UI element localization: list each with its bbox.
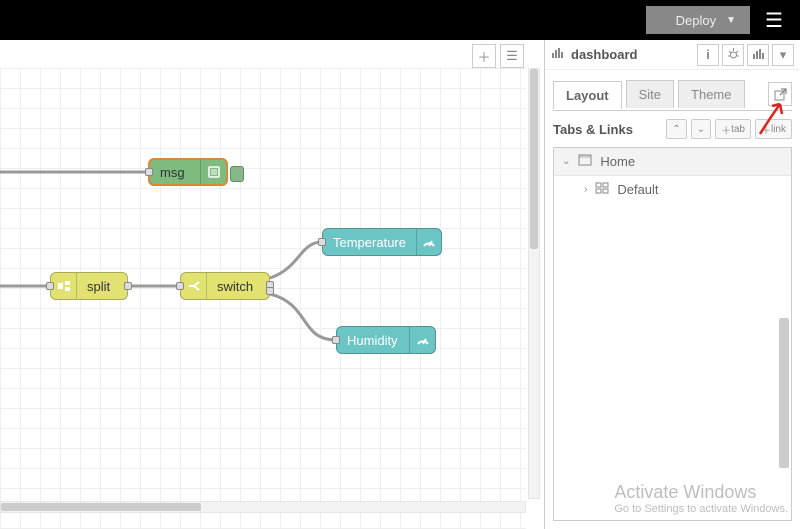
tree-label: Default bbox=[617, 182, 658, 197]
split-icon bbox=[51, 273, 77, 299]
panel-scrollbar[interactable] bbox=[779, 318, 789, 468]
sidebar-title-text: dashboard bbox=[571, 47, 637, 62]
tabs-links-label: Tabs & Links bbox=[553, 122, 662, 137]
node-input-port[interactable] bbox=[46, 282, 54, 290]
node-input-port[interactable] bbox=[332, 336, 340, 344]
workspace-wrapper: ＋ ☰ msg split bbox=[0, 40, 544, 529]
collapse-all-button[interactable]: ⌄ bbox=[691, 119, 711, 139]
dashboard-panel-button[interactable] bbox=[747, 44, 769, 66]
tab-icon bbox=[578, 154, 592, 169]
debug-icon bbox=[200, 160, 226, 184]
node-label: Humidity bbox=[337, 333, 409, 348]
gauge-icon bbox=[416, 229, 441, 255]
debug-panel-button[interactable] bbox=[722, 44, 744, 66]
node-input-port[interactable] bbox=[145, 168, 153, 176]
sidebar-panel: dashboard i ▾ Layout Site Theme bbox=[544, 40, 800, 529]
workspace-toolbar: ＋ ☰ bbox=[472, 44, 524, 68]
tree-item-default[interactable]: › Default bbox=[554, 176, 791, 203]
chevron-down-icon: ▼ bbox=[726, 15, 736, 26]
dashboard-tabs: Layout Site Theme bbox=[545, 70, 800, 110]
sidebar-title: dashboard bbox=[551, 47, 697, 62]
node-debug-msg[interactable]: msg bbox=[148, 158, 228, 186]
node-split[interactable]: split bbox=[50, 272, 128, 300]
gauge-icon bbox=[409, 327, 435, 353]
node-label: msg bbox=[150, 165, 200, 180]
add-flow-button[interactable]: ＋ bbox=[472, 44, 496, 68]
expand-all-button[interactable]: ⌃ bbox=[666, 119, 686, 139]
tree-item-home[interactable]: ⌄ Home bbox=[554, 148, 791, 176]
hamburger-menu-button[interactable]: ☰ bbox=[754, 0, 794, 40]
open-dashboard-button[interactable] bbox=[768, 82, 792, 106]
node-gauge-humidity[interactable]: Humidity bbox=[336, 326, 436, 354]
tree-label: Home bbox=[600, 154, 635, 169]
add-link-button[interactable]: ＋link bbox=[755, 119, 792, 139]
node-label: split bbox=[77, 279, 127, 294]
tab-site[interactable]: Site bbox=[626, 80, 674, 108]
tab-theme[interactable]: Theme bbox=[678, 80, 744, 108]
main-area: ＋ ☰ msg split bbox=[0, 40, 800, 529]
sidebar-header: dashboard i ▾ bbox=[545, 40, 800, 70]
node-input-port[interactable] bbox=[318, 238, 326, 246]
node-output-port-2[interactable] bbox=[266, 287, 274, 295]
tabs-links-row: Tabs & Links ⌃ ⌄ ＋tab ＋link bbox=[545, 111, 800, 147]
deploy-label: Deploy bbox=[676, 13, 716, 28]
node-output-port[interactable] bbox=[124, 282, 132, 290]
app-header: Deploy ▼ ☰ bbox=[0, 0, 800, 40]
chevron-down-icon: ⌄ bbox=[562, 156, 570, 167]
info-button[interactable]: i bbox=[697, 44, 719, 66]
node-label: Temperature bbox=[323, 235, 416, 250]
sidebar-menu-button[interactable]: ▾ bbox=[772, 44, 794, 66]
node-switch[interactable]: switch bbox=[180, 272, 270, 300]
debug-toggle[interactable] bbox=[230, 166, 244, 182]
tabs-tree-panel: ⌄ Home › Default bbox=[553, 147, 792, 521]
group-icon bbox=[595, 182, 609, 197]
flow-canvas[interactable]: msg split switch bbox=[0, 68, 526, 529]
chevron-right-icon: › bbox=[584, 184, 587, 195]
switch-icon bbox=[181, 273, 207, 299]
add-tab-button[interactable]: ＋tab bbox=[715, 119, 751, 139]
chart-icon bbox=[551, 47, 565, 62]
list-flows-button[interactable]: ☰ bbox=[500, 44, 524, 68]
deploy-button[interactable]: Deploy ▼ bbox=[646, 6, 750, 34]
tab-layout[interactable]: Layout bbox=[553, 81, 622, 109]
node-gauge-temperature[interactable]: Temperature bbox=[322, 228, 442, 256]
canvas-scrollbar-vertical[interactable] bbox=[528, 68, 540, 499]
node-input-port[interactable] bbox=[176, 282, 184, 290]
node-label: switch bbox=[207, 279, 269, 294]
